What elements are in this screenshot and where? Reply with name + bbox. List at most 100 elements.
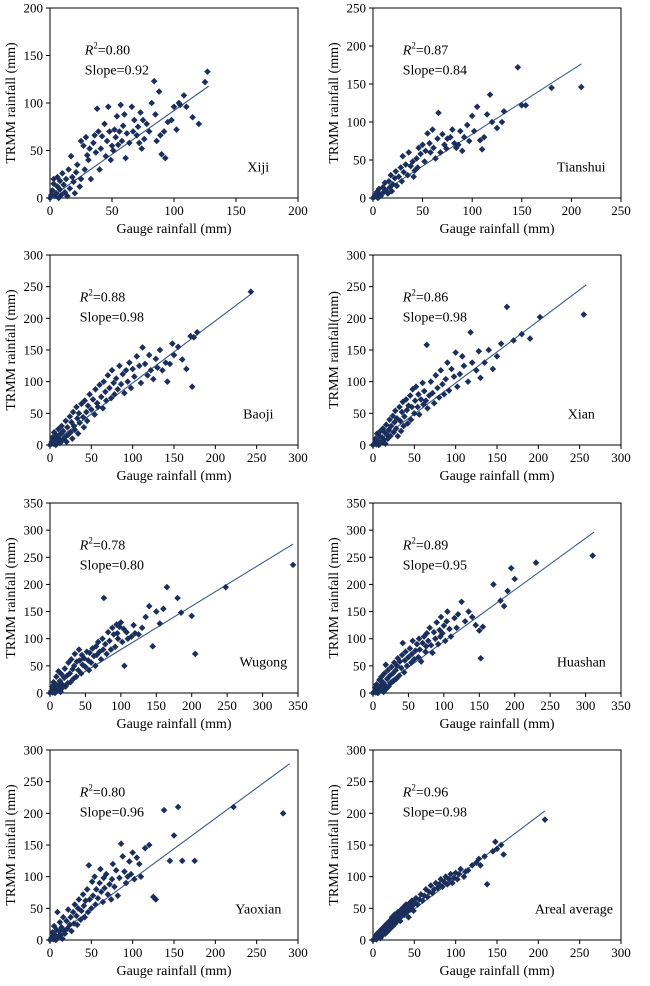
chart-xiji-data-point	[164, 118, 172, 126]
chart-baoji-data-point	[133, 353, 141, 360]
chart-tianshui-x-axis-label: Gauge rainfall (mm)	[439, 222, 554, 237]
chart-wugong-data-point	[58, 670, 65, 678]
chart-areal-average-data-point	[382, 930, 389, 937]
chart-baoji-data-point	[145, 351, 153, 359]
chart-yaoxian-data-point	[84, 908, 92, 916]
chart-xian-data-point	[408, 403, 416, 411]
chart-huashan-data-point	[422, 648, 429, 656]
chart-huashan-y-tick-label: 350	[347, 496, 367, 511]
chart-baoji-data-point	[127, 384, 135, 392]
chart-tianshui-data-point	[427, 149, 434, 156]
chart-yaoxian-y-tick-label: 250	[24, 774, 44, 789]
chart-xian-data-point	[402, 396, 410, 403]
chart-yaoxian-data-point	[141, 844, 149, 852]
chart-huashan-data-point	[424, 637, 432, 645]
chart-xian-data-point	[396, 403, 403, 411]
chart-tianshui-data-point	[405, 149, 413, 156]
chart-huashan-data-point	[415, 635, 423, 643]
chart-huashan-data-point	[532, 559, 540, 567]
chart-huashan-data-point	[408, 650, 416, 658]
chart-baoji-data-point	[46, 441, 54, 449]
chart-tianshui-data-point	[411, 167, 418, 174]
chart-tianshui-x-tick-label: 200	[562, 203, 582, 218]
chart-wugong: 0 50 100 150 200 250 300 350 0 50 100 150 200 250 300 3…	[4, 496, 308, 733]
chart-areal-average-data-point	[429, 889, 436, 897]
chart-xian-data-point	[398, 408, 406, 416]
chart-wugong-data-point	[48, 683, 56, 690]
chart-yaoxian-data-point	[48, 934, 55, 941]
chart-xian-data-point	[497, 340, 505, 347]
chart-yaoxian-data-point	[83, 886, 91, 893]
chart-wugong-data-point	[82, 663, 89, 671]
chart-xiji-data-point	[113, 113, 121, 120]
chart-wugong-data-point	[94, 638, 102, 646]
chart-baoji-data-point	[117, 380, 125, 388]
chart-tianshui-data-point	[463, 121, 471, 129]
chart-xian-data-point	[412, 383, 420, 391]
chart-wugong-data-point	[128, 633, 135, 640]
chart-baoji-x-tick-label: 150	[164, 450, 184, 465]
chart-areal-average-data-point	[464, 867, 472, 874]
chart-huashan-data-point	[468, 613, 476, 621]
chart-baoji-data-point	[69, 435, 76, 442]
chart-huashan-y-tick-label: 0	[360, 686, 367, 701]
chart-xiji-data-point	[157, 132, 164, 139]
chart-huashan-data-point	[439, 629, 446, 637]
chart-wugong-data-point	[130, 621, 137, 629]
chart-tianshui-data-point	[478, 146, 486, 153]
chart-areal-average-data-point	[396, 917, 404, 925]
chart-wugong-data-point	[163, 583, 171, 591]
chart-xiji-data-point	[71, 189, 79, 197]
chart-tianshui-data-point	[500, 108, 508, 115]
chart-areal-average-data-point	[454, 875, 461, 883]
chart-wugong-y-tick-label: 300	[24, 523, 44, 538]
chart-tianshui-data-point	[419, 141, 426, 149]
chart-areal-average-y-tick-label: 150	[347, 838, 367, 853]
chart-xian-data-point	[387, 422, 395, 430]
chart-tianshui-data-point	[483, 111, 491, 118]
chart-tianshui-plot-frame	[372, 7, 622, 199]
chart-wugong-data-point	[121, 662, 128, 670]
chart-huashan-data-point	[403, 662, 411, 670]
chart-yaoxian-x-tick-label: 50	[85, 945, 98, 960]
chart-huashan-data-point	[437, 633, 444, 640]
chart-xiji-data-point	[126, 139, 133, 147]
chart-huashan-data-point	[412, 647, 419, 654]
chart-wugong-x-axis-label: Gauge rainfall (mm)	[116, 717, 231, 732]
chart-yaoxian-data-point	[80, 902, 88, 910]
chart-baoji-data-point	[114, 385, 122, 393]
chart-huashan-data-point	[384, 666, 392, 674]
chart-huashan-x-tick-label: 200	[505, 698, 525, 713]
chart-yaoxian: 0 50 100 150 200 250 300 0 50 100 150 200 250 300 Gaug…	[4, 743, 308, 980]
chart-tianshui-data-point	[439, 130, 446, 138]
chart-xian-data-point	[423, 341, 431, 349]
chart-huashan-data-point	[511, 575, 519, 583]
chart-wugong-x-tick-label: 300	[253, 698, 273, 713]
chart-xian-data-point	[406, 392, 414, 399]
chart-baoji-data-point	[156, 346, 164, 354]
chart-tianshui-data-point	[414, 164, 421, 171]
chart-yaoxian-data-point	[88, 905, 95, 912]
chart-areal-average-x-tick-label: 50	[408, 945, 421, 960]
chart-xian-y-tick-label: 250	[347, 279, 367, 294]
chart-tianshui-data-point	[385, 177, 393, 185]
chart-areal-average-data-point	[449, 879, 456, 887]
chart-huashan-data-point	[440, 622, 448, 629]
chart-xiji-data-point	[52, 189, 60, 197]
chart-tianshui-data-point	[395, 173, 403, 181]
chart-xian-data-point	[434, 384, 441, 392]
chart-yaoxian-data-point	[52, 936, 60, 944]
chart-areal-average-data-point	[434, 884, 441, 892]
chart-huashan-data-point	[420, 633, 428, 640]
chart-baoji-data-point	[111, 391, 118, 398]
chart-xiji-data-point	[135, 139, 143, 147]
chart-tianshui-station-label: Tianshui	[557, 160, 606, 175]
chart-xiji-data-point	[90, 139, 97, 147]
chart-yaoxian-data-point	[279, 810, 287, 817]
chart-tianshui-data-point	[437, 149, 444, 156]
chart-xiji-data-point	[116, 128, 123, 135]
chart-wugong-x-tick-label: 150	[147, 698, 167, 713]
chart-baoji-x-axis-label: Gauge rainfall (mm)	[116, 469, 231, 484]
chart-wugong-data-point	[100, 594, 108, 602]
chart-baoji-data-point	[52, 441, 60, 449]
